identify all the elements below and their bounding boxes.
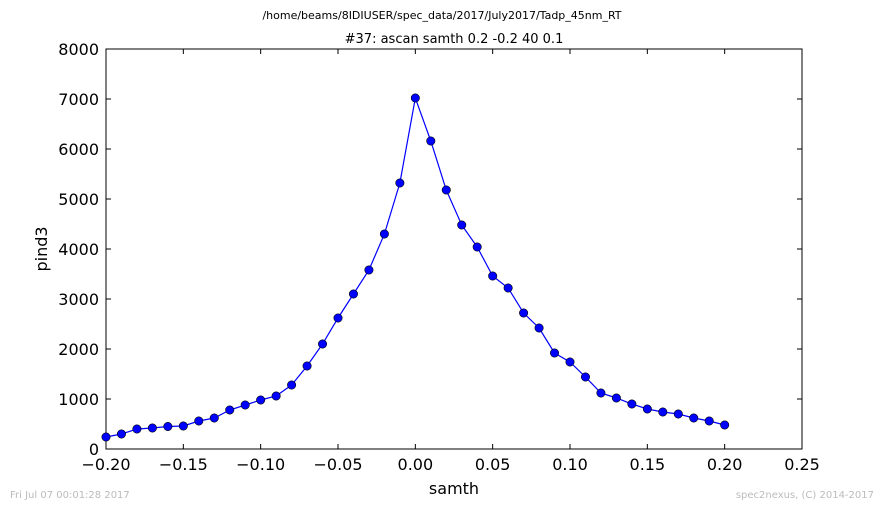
y-tick-label: 2000	[58, 340, 99, 359]
data-point	[194, 416, 204, 426]
data-point	[689, 413, 699, 423]
data-point	[673, 409, 683, 419]
data-point	[611, 393, 621, 403]
data-point	[426, 136, 436, 146]
x-tick-label: −0.05	[313, 455, 362, 474]
y-tick-label: 3000	[58, 290, 99, 309]
data-point	[116, 429, 126, 439]
x-tick-label: 0.00	[398, 455, 434, 474]
data-point	[410, 93, 420, 103]
x-tick-label: 0.10	[552, 455, 588, 474]
data-point	[333, 313, 343, 323]
data-point	[457, 220, 467, 230]
data-point	[565, 357, 575, 367]
footer-timestamp: Fri Jul 07 00:01:28 2017	[10, 490, 130, 501]
data-point	[287, 380, 297, 390]
data-point	[256, 395, 266, 405]
data-point	[580, 372, 590, 382]
data-point	[519, 308, 529, 318]
y-tick-label: 1000	[58, 390, 99, 409]
y-axis-label: pind3	[32, 226, 51, 271]
data-point	[318, 339, 328, 349]
data-point	[720, 420, 730, 430]
chart-title: #37: ascan samth 0.2 -0.2 40 0.1	[345, 32, 564, 47]
data-point	[488, 271, 498, 281]
data-point	[178, 421, 188, 431]
plot-frame	[105, 48, 803, 450]
data-point	[658, 407, 668, 417]
data-point	[302, 361, 312, 371]
y-tick-label: 0	[89, 440, 99, 459]
data-point	[163, 421, 173, 431]
x-tick-label: 0.20	[707, 455, 743, 474]
data-point	[101, 432, 111, 442]
data-point	[147, 423, 157, 433]
x-tick-label: −0.20	[81, 455, 130, 474]
data-point	[704, 416, 714, 426]
data-point	[627, 399, 637, 409]
x-tick-label: 0.25	[784, 455, 820, 474]
data-point	[395, 178, 405, 188]
data-point	[441, 185, 451, 195]
y-tick-label: 7000	[58, 90, 99, 109]
x-tick-label: −0.10	[236, 455, 285, 474]
y-tick-label: 4000	[58, 240, 99, 259]
x-axis-label: samth	[429, 479, 479, 498]
data-point	[240, 400, 250, 410]
x-tick-label: 0.15	[630, 455, 666, 474]
data-point	[348, 289, 358, 299]
series-layer	[101, 93, 730, 442]
data-point	[472, 242, 482, 252]
data-point	[132, 424, 142, 434]
y-axis: 0 1000 2000 3000 4000 5000 6000 7000 8000	[58, 40, 802, 459]
data-point	[209, 413, 219, 423]
x-tick-label: −0.15	[159, 455, 208, 474]
series-line	[105, 95, 725, 438]
y-tick-label: 5000	[58, 190, 99, 209]
data-point	[271, 391, 281, 401]
data-point	[596, 388, 606, 398]
data-point	[550, 348, 560, 358]
data-point	[503, 283, 513, 293]
x-tick-label: 0.05	[475, 455, 511, 474]
footer-credit: spec2nexus, (C) 2014-2017	[736, 490, 874, 501]
y-tick-label: 6000	[58, 140, 99, 159]
chart-supertitle: /home/beams/8IDIUSER/spec_data/2017/July…	[262, 9, 621, 22]
y-tick-label: 8000	[58, 40, 99, 59]
data-point	[642, 404, 652, 414]
data-point	[534, 323, 544, 333]
data-point	[364, 265, 374, 275]
plot-area	[105, 48, 803, 450]
x-axis: −0.20 −0.15 −0.10 −0.05 0.00 0.05 0.10 0.15 0.20…	[81, 49, 820, 474]
data-point	[379, 229, 389, 239]
data-point	[225, 405, 235, 415]
